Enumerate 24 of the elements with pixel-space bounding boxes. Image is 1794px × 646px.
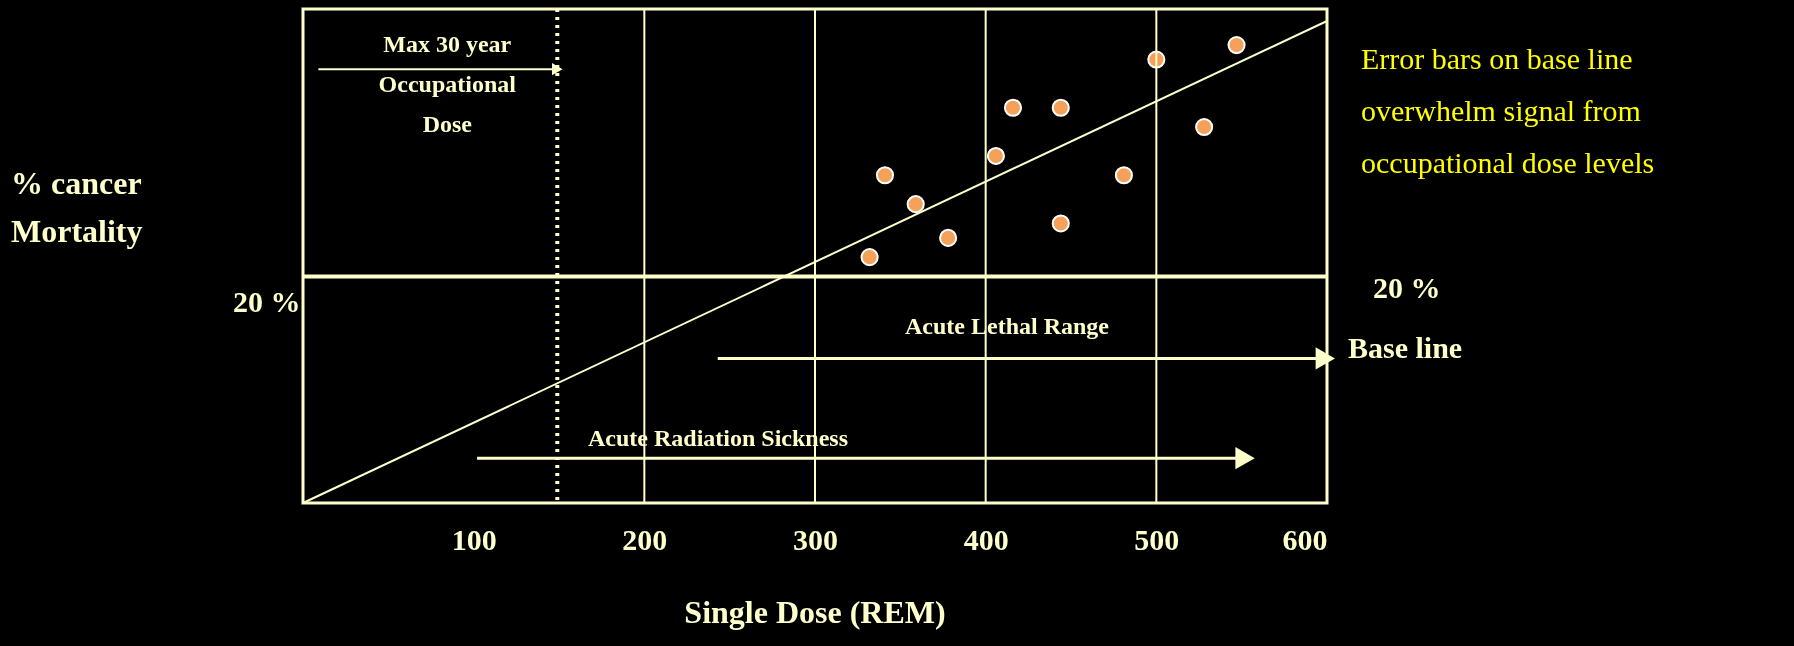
point <box>1195 117 1214 137</box>
x-tick-label: 400 <box>963 522 1009 556</box>
text: 20 % <box>233 285 301 318</box>
text: Error bars on base line overwhelm signal from occupational dose levels <box>1361 42 1655 179</box>
point <box>1051 214 1070 233</box>
x-tick-label: 100 <box>451 522 497 556</box>
x-tick-label: 300 <box>793 522 838 556</box>
point <box>1114 166 1133 185</box>
point <box>860 248 879 267</box>
text: % cancer Mortality <box>11 165 143 249</box>
point <box>875 166 895 185</box>
point <box>906 195 925 214</box>
annotation: Max 30 year Occupational Dose <box>378 31 517 138</box>
text: 20 % <box>1373 271 1441 304</box>
x-axis-title: Single Dose (REM) <box>684 594 946 630</box>
point <box>1051 98 1070 117</box>
point <box>1227 36 1246 55</box>
x-tick-label: 600 <box>1282 522 1328 556</box>
point <box>1003 98 1023 117</box>
text: Base line <box>1348 331 1463 364</box>
x-tick-label: 500 <box>1134 522 1180 556</box>
point <box>939 228 958 247</box>
x-tick-label: 200 <box>622 522 668 556</box>
point <box>986 146 1005 166</box>
